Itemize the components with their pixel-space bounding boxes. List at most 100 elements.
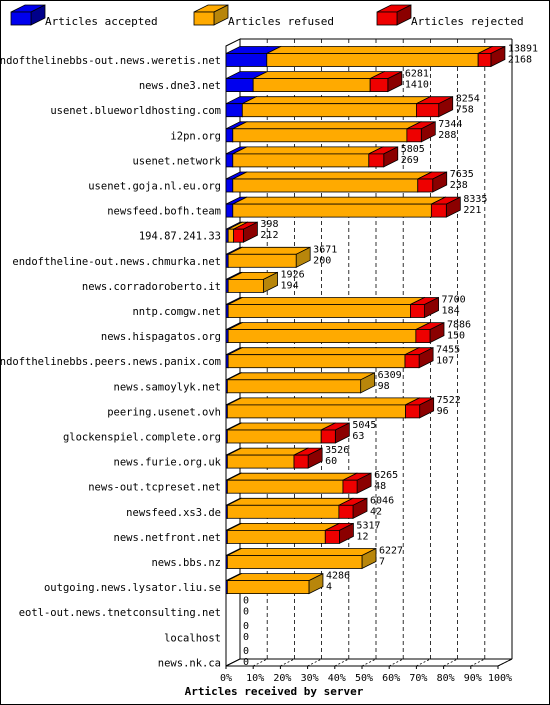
value-label-secondary: 7 xyxy=(379,557,385,568)
bar-rejected xyxy=(369,70,403,93)
category-label: news.hispagatos.org xyxy=(101,331,221,343)
value-label-total: 5805 xyxy=(401,144,425,155)
legend-label-accepted: Articles accepted xyxy=(45,15,158,28)
bar-refused-top xyxy=(227,322,431,331)
bar-rejected-front xyxy=(233,228,244,243)
value-label-total: 6309 xyxy=(378,370,402,381)
value-label-secondary: 212 xyxy=(260,230,278,241)
bar-rejected xyxy=(415,96,454,118)
bar-refused-front xyxy=(227,253,297,268)
bar-refused xyxy=(226,547,377,570)
value-label-secondary: 150 xyxy=(447,331,465,342)
bar-refused-front xyxy=(232,178,419,193)
value-label-secondary: 200 xyxy=(313,255,331,266)
bar-refused xyxy=(226,447,309,469)
legend: Articles accepted Articles refused Article… xyxy=(10,4,524,28)
bar-refused xyxy=(226,372,376,394)
bar-rejected xyxy=(430,196,461,218)
category-label: news-out.tcpreset.net xyxy=(88,482,221,494)
bar-rejected-front xyxy=(342,479,358,494)
value-label-secondary: 221 xyxy=(463,205,481,216)
category-label: news.samoylyk.net xyxy=(114,381,221,393)
value-label-secondary: 288 xyxy=(438,130,456,141)
bar-refused xyxy=(232,146,384,168)
bar-row xyxy=(225,296,439,319)
value-label-secondary: 96 xyxy=(437,406,449,417)
bar-row xyxy=(225,422,350,444)
bar-rejected-front xyxy=(417,178,434,193)
category-label: usenet.network xyxy=(132,155,221,167)
value-label-total: 5317 xyxy=(356,520,380,531)
bar-row xyxy=(225,321,445,344)
legend-swatch-refused-front xyxy=(193,11,215,26)
bar-refused-top xyxy=(227,347,420,356)
bar-refused xyxy=(227,347,420,369)
category-label: newsfeed.bofh.team xyxy=(107,206,221,218)
bar-refused-front xyxy=(226,504,340,519)
bar-rejected-front xyxy=(404,354,420,369)
bar-refused xyxy=(232,196,446,218)
bar-refused-top xyxy=(227,548,377,556)
labels: endofthelinebbs-out.news.weretis.net 1389… xyxy=(1,44,538,670)
value-label-secondary: 2168 xyxy=(508,55,532,66)
floor-grid-10 xyxy=(497,658,513,667)
bar-rejected xyxy=(342,472,372,494)
legend-label-rejected: Articles rejected xyxy=(411,15,524,28)
bar-accepted-front xyxy=(225,203,234,218)
category-label: 194.87.241.33 xyxy=(139,231,221,243)
bar-refused-front xyxy=(226,379,362,394)
bar-row xyxy=(225,497,368,519)
floor-grid-7 xyxy=(416,658,431,667)
bar-rejected xyxy=(404,347,434,369)
bar-refused-top xyxy=(242,96,431,105)
value-label-secondary: 4 xyxy=(326,582,332,593)
category-label: news.furie.org.uk xyxy=(114,457,222,469)
category-label: i2pn.org xyxy=(170,130,221,142)
floor-grid-5 xyxy=(361,658,377,667)
bar-refused-front xyxy=(241,103,417,118)
bar-rejected xyxy=(405,397,435,419)
value-label-total: 1926 xyxy=(281,269,305,280)
value-label-total: 0 xyxy=(243,646,249,657)
bar-refused xyxy=(227,271,278,294)
bar-refused xyxy=(226,422,336,444)
bar-rejected-front xyxy=(324,530,340,544)
bar-rejected xyxy=(415,321,445,344)
bar-row xyxy=(225,271,278,294)
bar-refused-front xyxy=(232,128,408,143)
bar-refused-top xyxy=(227,422,336,431)
bar-refused xyxy=(227,321,431,344)
value-label-secondary: 238 xyxy=(450,180,468,191)
x-tick-label-3: 30% xyxy=(301,673,319,684)
floor-grid-1 xyxy=(253,658,268,667)
bar-rejected-front xyxy=(430,203,447,218)
bar-row xyxy=(225,96,454,118)
category-label: localhost xyxy=(164,632,221,644)
x-tick-label-6: 60% xyxy=(382,673,400,684)
category-label: news.nk.ca xyxy=(158,657,221,669)
bar-refused xyxy=(266,45,493,68)
bar-rejected xyxy=(293,447,323,469)
x-axis-title: Articles received by server xyxy=(185,685,364,698)
x-tick-label-10: 100% xyxy=(488,673,512,684)
bar-refused-front xyxy=(252,78,371,92)
legend-swatch-accepted-front xyxy=(10,11,32,26)
value-label-secondary: 12 xyxy=(356,531,368,542)
bar-refused-front xyxy=(226,530,326,544)
value-label-secondary: 184 xyxy=(442,306,460,317)
bar-row xyxy=(225,45,506,68)
bar-accepted-front xyxy=(225,53,268,67)
value-label-secondary: 0 xyxy=(243,632,249,643)
bar-row xyxy=(225,146,399,168)
bar-accepted-front xyxy=(225,153,234,168)
value-label-secondary: 60 xyxy=(325,456,337,467)
bar-refused-front xyxy=(227,354,406,369)
bar-rejected-front xyxy=(293,454,309,469)
bar-rejected-front xyxy=(406,128,422,143)
value-label-secondary: 42 xyxy=(370,506,382,517)
bar-row xyxy=(225,547,377,570)
value-label-total: 398 xyxy=(260,219,278,230)
bar-refused-top xyxy=(227,372,375,381)
category-label: nntp.comgw.net xyxy=(132,306,221,318)
bar-refused-top xyxy=(232,146,383,155)
